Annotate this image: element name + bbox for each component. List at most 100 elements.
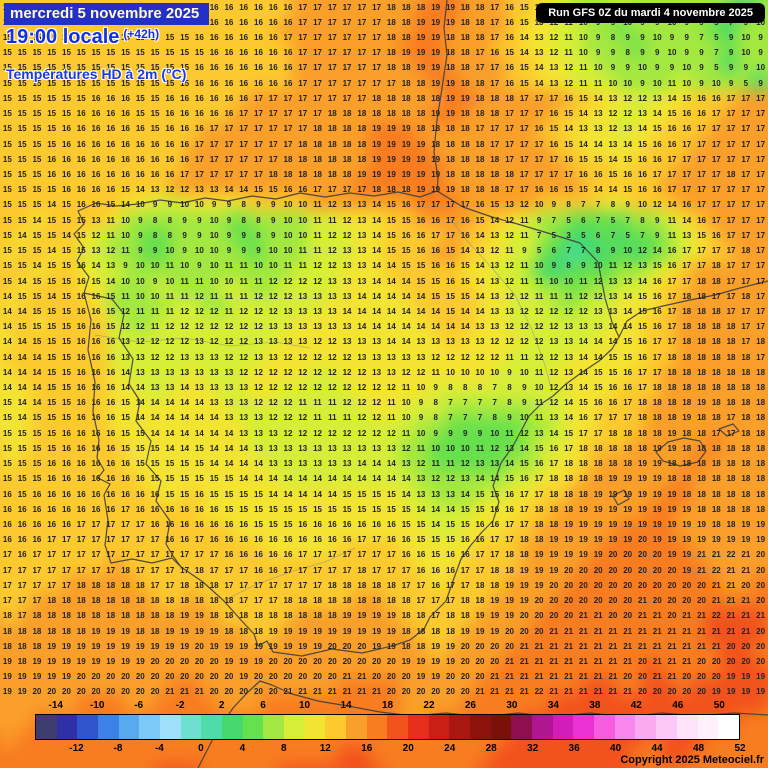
- temp-value: 11: [342, 413, 352, 423]
- temp-value: 20: [638, 687, 647, 697]
- temp-value: 12: [342, 230, 352, 240]
- temp-value: 10: [121, 230, 130, 240]
- temp-value: 11: [209, 291, 219, 301]
- temp-value: 18: [372, 596, 382, 606]
- temp-value: 12: [268, 383, 278, 393]
- temp-value: 16: [165, 109, 175, 119]
- temp-value: 21: [726, 565, 736, 575]
- temp-value: 16: [239, 17, 249, 27]
- temp-value: 20: [150, 687, 160, 697]
- temp-value: 17: [372, 17, 382, 27]
- temp-value: 19: [357, 626, 367, 636]
- temp-value: 10: [283, 246, 293, 256]
- temp-value: 18: [756, 489, 766, 499]
- temp-value: 16: [91, 504, 101, 514]
- temp-value: 20: [431, 687, 441, 697]
- temp-value: 15: [32, 230, 42, 240]
- temp-value: 20: [726, 641, 736, 651]
- temp-value: 15: [91, 63, 101, 73]
- temp-value: 12: [313, 261, 322, 271]
- temp-value: 13: [283, 443, 293, 453]
- temp-value: 14: [667, 93, 677, 103]
- temp-value: 20: [313, 656, 322, 666]
- temp-value: 16: [62, 185, 71, 195]
- temp-value: 15: [62, 322, 71, 332]
- model-run-info: Run GFS 0Z du mardi 4 novembre 2025: [536, 3, 765, 23]
- temp-value: 20: [667, 611, 677, 621]
- temp-value: 12: [283, 367, 293, 377]
- temp-value: 9: [433, 383, 438, 393]
- temp-value: 14: [608, 185, 618, 195]
- temp-value: 14: [372, 322, 382, 332]
- temp-value: 14: [357, 459, 367, 469]
- temp-value: 16: [401, 550, 411, 560]
- temp-value: 15: [47, 352, 57, 362]
- temp-value: 18: [327, 139, 337, 149]
- temp-value: 13: [239, 413, 249, 423]
- temp-value: 15: [2, 428, 12, 438]
- temp-value: 21: [711, 580, 721, 590]
- temp-value: 13: [416, 337, 426, 347]
- temp-value: 13: [357, 215, 367, 225]
- temp-value: 11: [180, 276, 189, 286]
- temp-value: 16: [549, 443, 559, 453]
- temp-value: 13: [549, 413, 559, 423]
- temp-value: 15: [32, 109, 42, 119]
- temp-value: 16: [180, 154, 190, 164]
- temp-value: 19: [268, 626, 278, 636]
- temp-value: 13: [564, 383, 574, 393]
- temp-value: 13: [386, 443, 396, 453]
- temp-value: 16: [47, 154, 57, 164]
- temp-value: 15: [254, 185, 263, 195]
- temp-value: 15: [298, 504, 308, 514]
- temp-value: 15: [431, 276, 441, 286]
- temp-value: 13: [106, 261, 116, 271]
- temp-value: 20: [460, 687, 470, 697]
- temp-value: 15: [106, 78, 116, 88]
- temp-value: 20: [638, 535, 647, 545]
- temp-value: 16: [623, 383, 633, 393]
- temp-value: 18: [76, 580, 86, 590]
- temp-value: 8: [610, 33, 616, 43]
- temp-value: 18: [726, 504, 736, 514]
- temp-value: 9: [463, 428, 468, 438]
- temp-value: 13: [475, 337, 485, 347]
- temp-value: 16: [121, 124, 130, 134]
- temp-value: 8: [566, 200, 571, 210]
- temp-value: 17: [756, 139, 766, 149]
- temp-value: 19: [416, 154, 426, 164]
- temp-value: 13: [239, 398, 249, 408]
- temp-value: 13: [224, 413, 234, 423]
- temp-value: 5: [566, 215, 571, 225]
- temp-value: 21: [372, 687, 382, 697]
- temp-value: 14: [357, 306, 367, 316]
- temp-value: 18: [460, 63, 470, 73]
- temp-value: 14: [194, 398, 204, 408]
- temp-value: 15: [47, 93, 57, 103]
- temp-value: 17: [667, 154, 677, 164]
- temp-value: 18: [298, 611, 308, 621]
- temp-value: 9: [197, 261, 202, 271]
- temp-value: 19: [135, 656, 145, 666]
- temp-value: 21: [593, 672, 603, 682]
- temp-value: 16: [268, 17, 278, 27]
- temp-value: 11: [328, 215, 337, 225]
- temp-value: 16: [283, 535, 293, 545]
- temp-value: 9: [640, 33, 645, 43]
- temp-value: 20: [682, 596, 692, 606]
- temp-value: 18: [446, 154, 455, 164]
- temp-value: 21: [549, 672, 559, 682]
- temp-value: 15: [2, 413, 12, 423]
- temp-value: 15: [47, 63, 57, 73]
- temp-value: 14: [224, 428, 234, 438]
- temp-value: 12: [534, 306, 544, 316]
- temp-value: 18: [327, 124, 337, 134]
- temp-value: 18: [313, 169, 322, 179]
- temp-value: 16: [652, 306, 662, 316]
- temp-value: 14: [121, 383, 130, 393]
- temp-value: 12: [254, 322, 263, 332]
- temp-value: 20: [327, 641, 337, 651]
- temp-value: 16: [194, 63, 204, 73]
- temp-value: 18: [741, 443, 751, 453]
- temp-value: 12: [91, 230, 101, 240]
